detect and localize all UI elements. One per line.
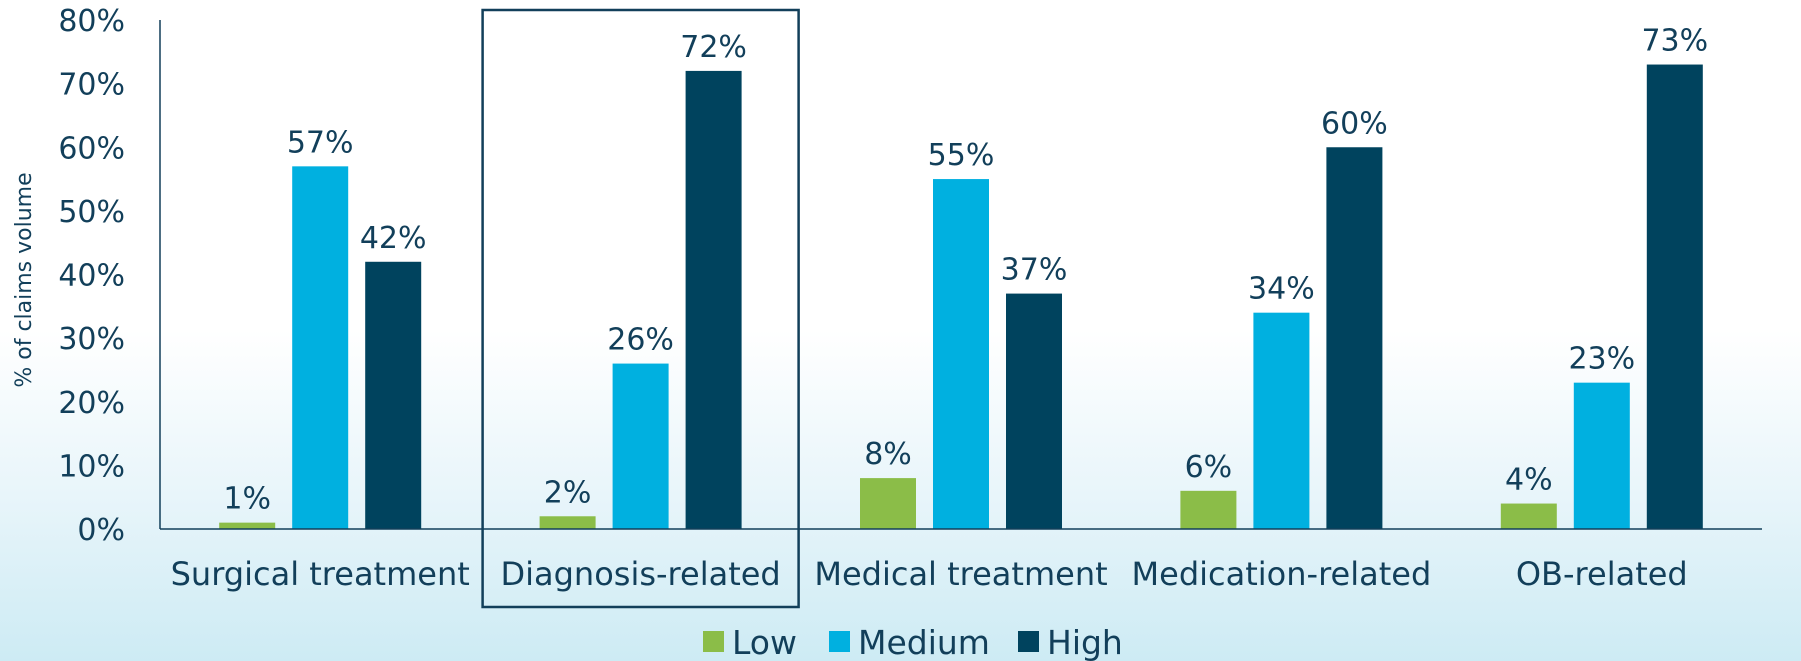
category-label: Medical treatment [814, 555, 1107, 593]
bar-low [219, 522, 276, 529]
category-label: Medication-related [1132, 555, 1432, 593]
legend-label: Low [732, 623, 797, 661]
y-tick-label: 30% [58, 322, 125, 357]
y-axis-title: % of claims volume [12, 172, 37, 387]
bar-value-label: 42% [360, 221, 427, 256]
bars [219, 64, 1703, 530]
category-labels: Surgical treatment Diagnosis-related Medic… [171, 555, 1688, 593]
bar-medium [933, 179, 989, 529]
legend: Low Medium High [703, 623, 1123, 661]
bar-medium [612, 363, 669, 529]
bar-low [860, 478, 916, 529]
bar-medium [292, 166, 349, 529]
bar-low [539, 516, 596, 529]
bar-value-label: 72% [680, 30, 747, 65]
bar-high [685, 70, 742, 530]
bar-medium [1253, 312, 1310, 529]
bar-value-label: 1% [223, 482, 271, 517]
bar-value-label: 37% [1001, 253, 1068, 288]
legend-swatch-high [1018, 631, 1039, 652]
y-tick-label: 50% [58, 195, 125, 230]
bar-value-label: 60% [1321, 106, 1388, 141]
bar-value-label: 73% [1641, 24, 1708, 59]
legend-swatch-low [703, 631, 724, 652]
category-label: Surgical treatment [171, 555, 470, 593]
bar-value-label: 34% [1248, 272, 1315, 307]
bar-low [1180, 490, 1237, 529]
bar-value-label: 2% [544, 475, 592, 510]
bar-high [1646, 64, 1703, 529]
bar-high [365, 261, 422, 529]
category-label: OB-related [1516, 555, 1688, 593]
bar-value-label: 26% [607, 323, 674, 358]
legend-label: Medium [858, 623, 990, 661]
bar-high [1326, 147, 1383, 529]
bar-value-label: 4% [1505, 463, 1553, 498]
highlight-box [481, 8, 800, 609]
value-labels: 1% 57% 42% 2% 26% 72% 8% 55% 37% 6% 34% 60% 4% 23% 73% [223, 24, 1708, 517]
y-axis-ticks: 0% 10% 20% 30% 40% 50% 60% 70% 80% [58, 4, 125, 548]
legend-label: High [1047, 623, 1123, 661]
category-label: Diagnosis-related [500, 555, 780, 593]
bar-high [1006, 293, 1062, 529]
y-tick-label: 0% [77, 513, 125, 548]
y-tick-label: 10% [58, 449, 125, 484]
bar-value-label: 57% [287, 125, 354, 160]
y-tick-label: 70% [58, 68, 125, 103]
bar-medium [1573, 382, 1630, 529]
bar-value-label: 6% [1185, 450, 1233, 485]
y-tick-label: 60% [58, 131, 125, 166]
y-tick-label: 80% [58, 4, 125, 39]
bar-value-label: 23% [1568, 342, 1635, 377]
y-tick-label: 40% [58, 259, 125, 294]
legend-swatch-medium [829, 631, 850, 652]
bar-value-label: 55% [928, 138, 995, 173]
bar-value-label: 8% [864, 437, 912, 472]
y-tick-label: 20% [58, 386, 125, 421]
bar-low [1500, 503, 1557, 529]
